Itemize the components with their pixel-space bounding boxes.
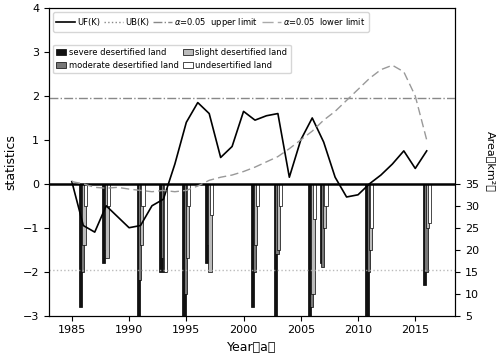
Bar (370, 184, 374, 228)
Y-axis label: Area（km²）: Area（km²） (486, 131, 496, 192)
Bar (256, 184, 259, 206)
Bar (106, 184, 108, 258)
Bar (182, 184, 186, 324)
Bar (80, 184, 82, 307)
Bar (310, 184, 313, 307)
Bar (160, 184, 162, 272)
Bar (367, 184, 370, 272)
Bar (104, 184, 107, 250)
Bar (84, 184, 87, 206)
Bar (422, 184, 426, 285)
Bar (254, 184, 258, 245)
Bar (208, 184, 212, 272)
Y-axis label: statistics: statistics (4, 134, 17, 190)
Bar (277, 184, 280, 250)
Bar (428, 184, 430, 223)
Bar (274, 184, 277, 315)
Bar (323, 184, 326, 228)
Bar (308, 184, 312, 324)
Bar (424, 184, 428, 272)
Bar (187, 184, 190, 206)
Bar (368, 184, 372, 250)
Bar (140, 184, 143, 245)
Bar (426, 184, 429, 228)
Bar (210, 184, 213, 214)
Bar (136, 184, 140, 315)
Bar (82, 184, 86, 245)
Bar (162, 184, 166, 272)
Bar (161, 184, 164, 258)
Bar (252, 184, 256, 272)
Bar (278, 184, 282, 206)
Bar (184, 184, 187, 294)
Bar (164, 184, 168, 272)
Bar (276, 184, 278, 254)
Bar (81, 184, 84, 272)
Bar (142, 184, 144, 206)
Bar (205, 184, 208, 263)
Bar (186, 184, 188, 258)
X-axis label: Year（a）: Year（a） (228, 341, 277, 354)
Bar (320, 184, 323, 263)
Bar (313, 184, 316, 219)
Bar (207, 184, 210, 245)
Bar (107, 184, 110, 206)
Bar (324, 184, 328, 206)
Legend: severe desertified land, moderate desertified land, slight desertified land, und: severe desertified land, moderate desert… (53, 45, 291, 73)
Bar (312, 184, 314, 294)
Bar (251, 184, 254, 307)
Bar (138, 184, 141, 280)
Bar (322, 184, 324, 267)
Bar (102, 184, 106, 263)
Bar (366, 184, 368, 315)
